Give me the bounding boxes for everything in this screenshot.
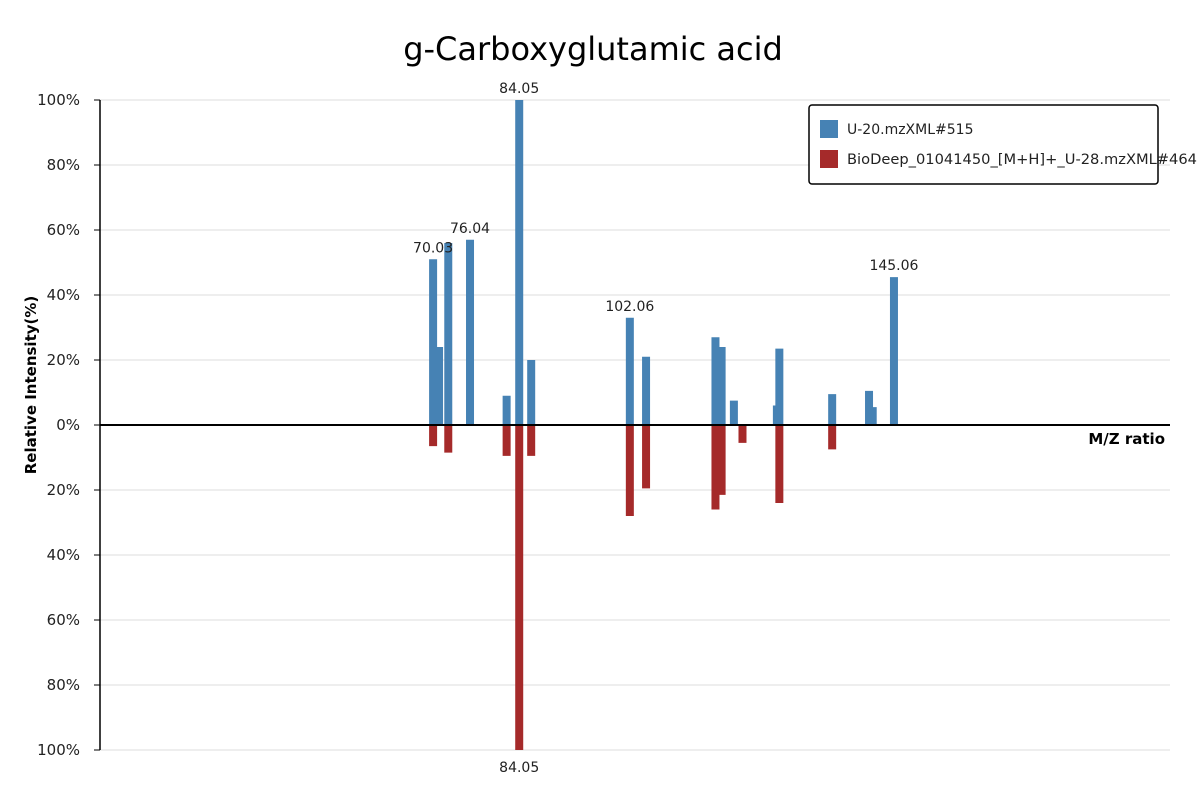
reference-peak-bar — [717, 425, 726, 495]
reference-peak-bar — [502, 425, 511, 456]
peak-label: 145.06 — [869, 258, 918, 274]
reference-peak-bar — [775, 425, 784, 503]
reference-peak-bar — [642, 425, 651, 489]
query-peak-bar — [828, 394, 837, 425]
bars — [429, 100, 898, 750]
legend-swatch-bottom — [820, 150, 838, 168]
query-peak-bar — [729, 400, 738, 425]
peak-label: 84.05 — [499, 81, 539, 97]
y-tick-label: 60% — [47, 221, 80, 239]
query-peak-bar — [717, 347, 726, 425]
peak-label: 70.03 — [413, 240, 453, 256]
legend-label-top: U-20.mzXML#515 — [847, 122, 973, 138]
peak-labels: 70.03 76.04 84.05 102.06 145.06 84.05 — [413, 81, 918, 776]
y-axis-label: Relative Intensity(%) — [22, 296, 40, 475]
y-tick-label: 100% — [37, 91, 80, 109]
chart-title: g-Carboxyglutamic acid — [403, 30, 783, 68]
query-peak-bar — [466, 239, 475, 425]
query-peak-bar — [515, 100, 524, 425]
reference-peak-bar — [444, 425, 453, 453]
query-peak-bar — [527, 360, 536, 425]
reference-peak-bar — [625, 425, 634, 516]
query-peak-bar — [642, 356, 651, 425]
y-tick-label: 80% — [47, 156, 80, 174]
reference-peak-bar — [711, 425, 720, 510]
y-tick-label: 40% — [47, 546, 80, 564]
y-tick-label: 20% — [47, 351, 80, 369]
legend: U-20.mzXML#515 BioDeep_01041450_[M+H]+_U… — [808, 104, 1197, 185]
y-tick-label: 100% — [37, 741, 80, 759]
y-tick-label: 80% — [47, 676, 80, 694]
query-peak-bar — [775, 348, 784, 425]
y-tick-labels: 100% 80% 60% 40% 20% 0% 20% 40% 60% 80% 100% — [37, 91, 100, 759]
peak-label: 76.04 — [450, 221, 490, 237]
legend-box — [808, 104, 1159, 185]
x-axis-label: M/Z ratio — [1088, 430, 1165, 448]
reference-peak-bar — [515, 425, 524, 750]
reference-peak-bar — [828, 425, 837, 450]
query-peak-bar — [435, 347, 444, 425]
peak-label: 102.06 — [605, 299, 654, 315]
y-tick-label: 60% — [47, 611, 80, 629]
query-peak-bar — [711, 337, 720, 425]
reference-peak-bar — [429, 425, 438, 447]
peak-label: 84.05 — [499, 760, 539, 776]
y-tick-label: 0% — [56, 416, 80, 434]
query-peak-bar — [429, 259, 438, 425]
gridlines — [100, 99, 1170, 751]
query-peak-bar — [868, 407, 877, 425]
query-peak-bar — [444, 243, 453, 425]
query-peak-bar — [889, 277, 898, 425]
reference-peak-bar — [738, 425, 747, 443]
query-peak-bar — [502, 395, 511, 425]
y-tick-label: 40% — [47, 286, 80, 304]
axes — [99, 100, 1170, 750]
legend-label-bottom: BioDeep_01041450_[M+H]+_U-28.mzXML#464 — [847, 152, 1197, 168]
y-tick-label: 20% — [47, 481, 80, 499]
legend-swatch-top — [820, 120, 838, 138]
reference-peak-bar — [527, 425, 536, 456]
query-peak-bar — [625, 317, 634, 425]
